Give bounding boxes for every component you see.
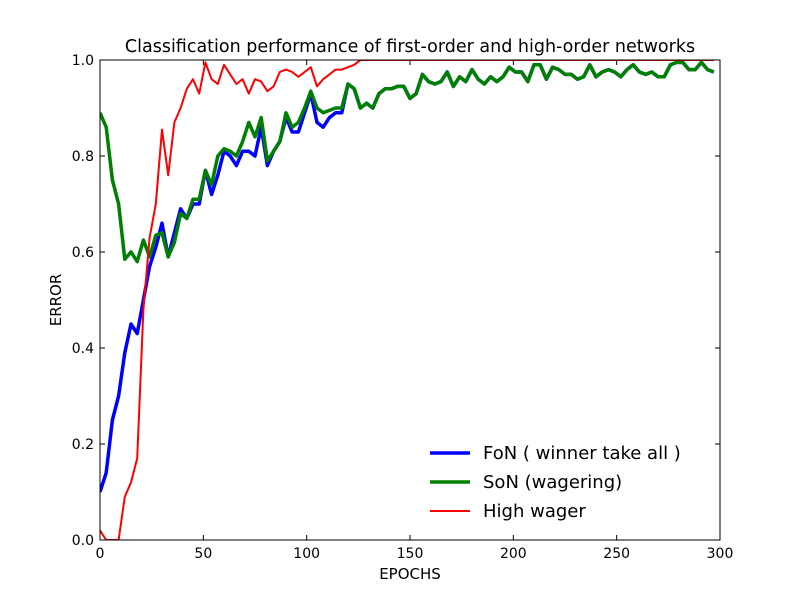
x-tick-label: 50 [194, 546, 212, 562]
x-tick-label: 0 [96, 546, 105, 562]
axis-ticks: 0 50 100 150 200 250 300 0.0 0.2 0.4 0.6 0.8 1.0 [72, 53, 734, 562]
series-line-3 [100, 60, 714, 540]
legend-label-1: FoN ( winner take all ) [483, 443, 681, 464]
x-axis-label: EPOCHS [379, 565, 441, 583]
x-tick-label: 200 [500, 546, 527, 562]
y-tick-label: 0.2 [72, 437, 94, 453]
series-line-2 [100, 60, 715, 264]
legend-label-3: High wager [483, 501, 586, 522]
y-tick-label: 0.4 [72, 341, 94, 357]
x-tick-label: 250 [603, 546, 630, 562]
x-tick-label: 100 [293, 546, 320, 562]
series-layer [100, 60, 715, 540]
x-tick-label: 150 [397, 546, 424, 562]
plot-frame [99, 59, 721, 541]
legend-label-2: SoN (wagering) [483, 472, 622, 493]
chart-title: Classification performance of first-orde… [125, 37, 695, 57]
y-tick-label: 0.8 [72, 149, 94, 165]
y-tick-label: 1.0 [72, 53, 94, 69]
legend: FoN ( winner take all ) SoN (wagering) Hig… [430, 443, 681, 522]
series-line-1 [100, 60, 715, 493]
y-axis-label: ERROR [47, 274, 65, 327]
y-tick-label: 0.0 [72, 533, 94, 549]
y-tick-label: 0.6 [72, 245, 94, 261]
x-tick-label: 300 [707, 546, 734, 562]
